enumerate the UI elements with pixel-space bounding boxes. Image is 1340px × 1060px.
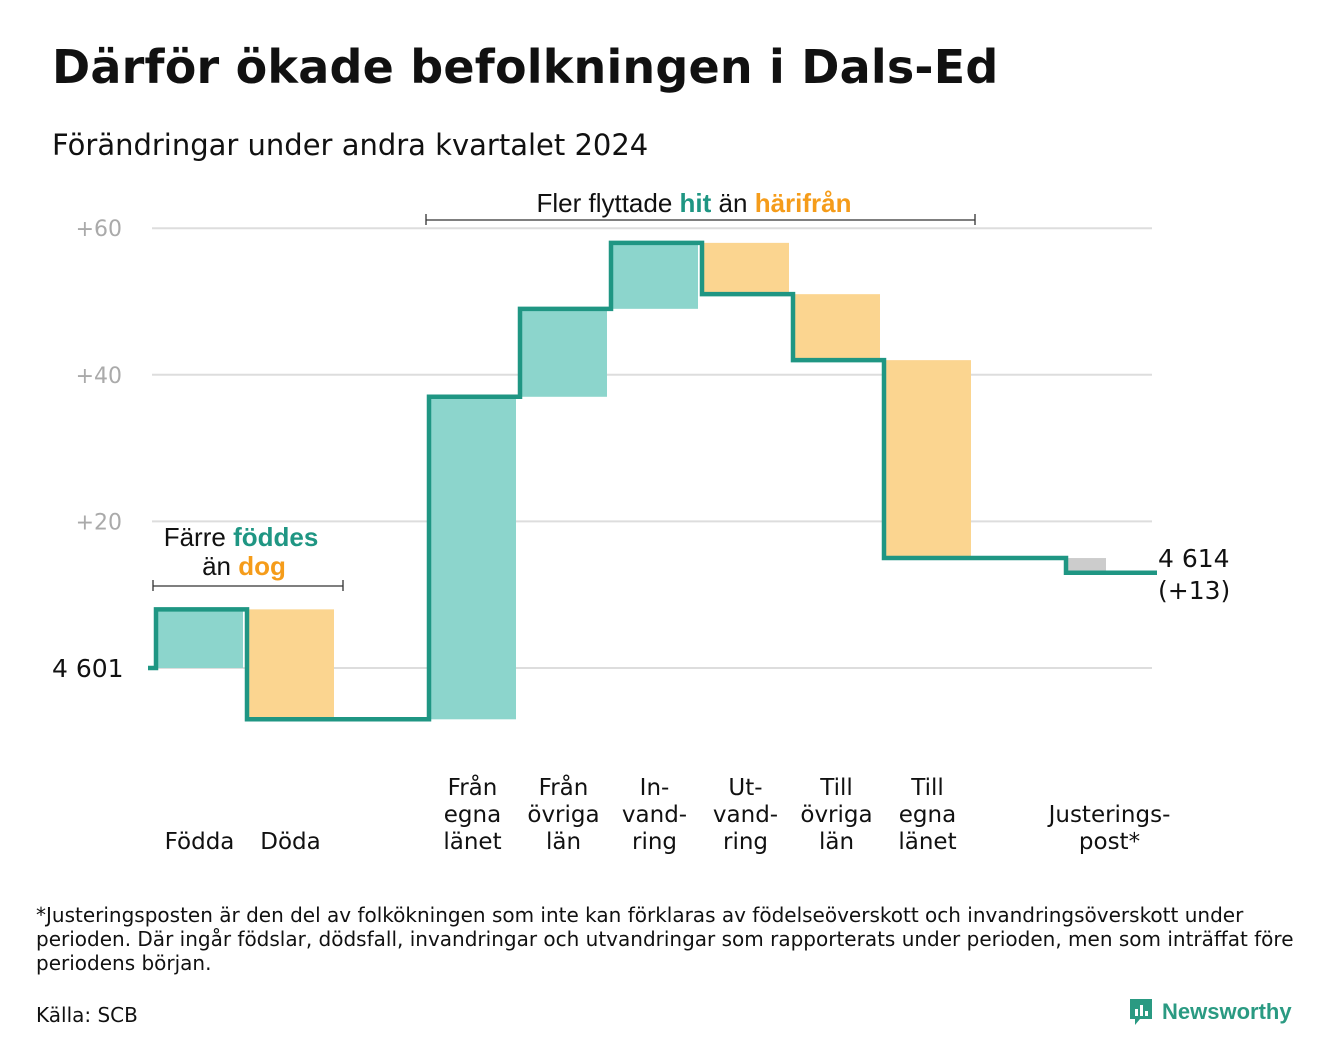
category-label: Till egna länet (898, 775, 956, 855)
waterfall-bars (156, 242, 1106, 720)
running-total-path (148, 240, 1157, 722)
start-value-label: 4 601 (52, 654, 124, 683)
category-label: Justerings-post* (1047, 802, 1171, 855)
end-value-label: 4 614 (1158, 544, 1230, 573)
chart-title: Därför ökade befolkningen i Dals-Ed (52, 40, 999, 94)
waterfall-bar (611, 242, 698, 309)
waterfall-chart: +20 +40 +60 Födda Döda Från egna länet Från övri… (52, 188, 1230, 855)
waterfall-bar (884, 360, 971, 559)
y-tick-label: +40 (76, 364, 122, 389)
births-annotation-prefix: Färre (164, 522, 226, 552)
births-annotation-line2: än dog (202, 551, 286, 581)
births-annotation-line1: Färre föddes (164, 522, 319, 552)
brand-logo[interactable]: Newsworthy (1128, 996, 1292, 1028)
migration-annotation: Fler flyttade hit än härifrån (536, 188, 851, 218)
category-label: Till övriga län (800, 775, 872, 855)
migration-annotation-strong1: hit (680, 188, 712, 218)
waterfall-bar (247, 609, 334, 720)
running-total-line (148, 240, 1157, 722)
category-labels: Födda Döda Från egna länet Från övriga län In-va… (165, 773, 1171, 855)
births-annotation-bracket (152, 580, 344, 591)
migration-annotation-prefix: Fler flyttade (536, 188, 672, 218)
y-tick-label: +20 (76, 510, 122, 535)
waterfall-bar (1066, 558, 1106, 573)
category-label: Ut-vand-ring (713, 775, 778, 855)
end-change-label: (+13) (1158, 576, 1230, 605)
newsworthy-logo-icon (1130, 999, 1152, 1025)
waterfall-bar (156, 609, 243, 668)
category-label: Från egna länet (443, 773, 501, 855)
category-label: In-vand-ring (622, 775, 687, 855)
births-annotation-strong2: dog (238, 551, 286, 581)
chart-subtitle: Förändringar under andra kvartalet 2024 (52, 128, 649, 162)
births-annotation-mid: än (202, 551, 231, 581)
source-label: Källa: SCB (36, 1003, 138, 1027)
category-label: Döda (260, 829, 320, 855)
migration-annotation-strong2: härifrån (755, 188, 852, 218)
migration-annotation-bracket (425, 214, 976, 225)
waterfall-bar (702, 242, 789, 295)
waterfall-bar (520, 308, 607, 397)
waterfall-bar (793, 294, 880, 361)
waterfall-bar (429, 396, 516, 720)
brand-name: Newsworthy (1162, 999, 1292, 1024)
births-annotation-strong1: föddes (233, 522, 318, 552)
category-label: Födda (165, 829, 235, 855)
y-tick-label: +60 (76, 217, 122, 242)
migration-annotation-mid: än (719, 188, 748, 218)
category-label: Från övriga län (527, 773, 599, 855)
y-axis-ticks: +20 +40 +60 (76, 217, 122, 535)
footnote: *Justeringsposten är den del av folkökni… (36, 903, 1294, 975)
